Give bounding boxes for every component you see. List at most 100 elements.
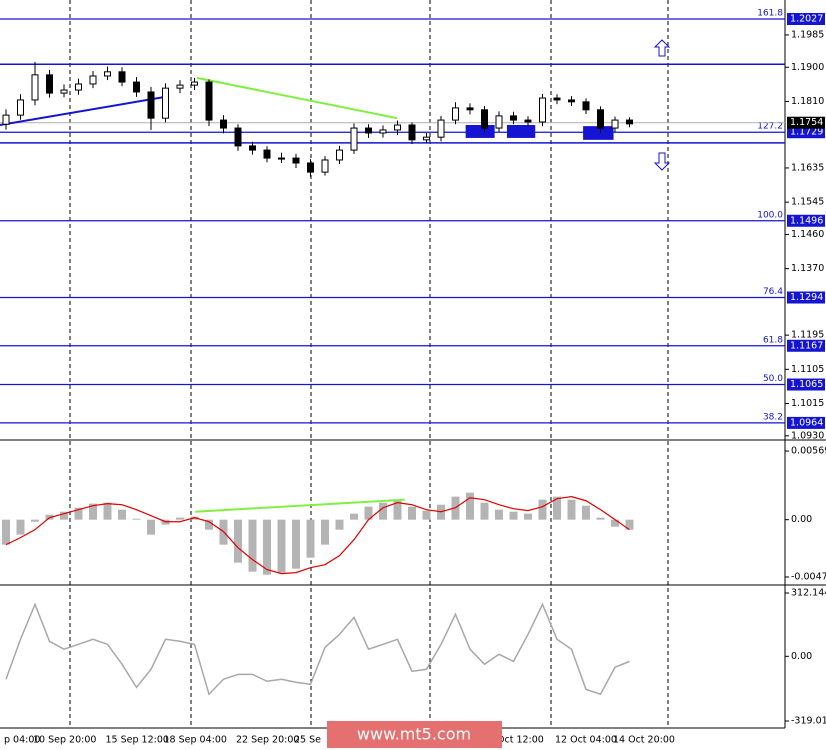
histogram-bar [553,496,561,520]
current-price-box [787,116,825,129]
fibo-ratio: 76.4 [763,287,783,297]
price-box-label: 1.2027 [790,13,823,24]
up-arrow [653,39,671,57]
candle-body [510,115,517,121]
watermark-box [327,721,502,748]
histogram-bar [596,517,605,520]
candle-body [336,149,343,161]
candle-body [220,119,227,129]
histogram-bar [292,519,300,569]
histogram-bar [103,502,112,520]
price-box-label: 1.1729 [790,127,823,138]
y-tick-label: 1.1105 [791,364,824,375]
histogram-bar [60,511,68,520]
candle-body [191,81,198,86]
candle-body [553,97,561,101]
zone [583,126,614,140]
histogram-bar [524,513,532,520]
x-tick-label: 22 Sep 20:00 [236,735,299,746]
down-arrow [653,152,671,171]
histogram-bar [582,505,590,520]
fibo-ratio: 38.2 [763,412,783,422]
candle-body [394,124,401,131]
histogram-bar [364,506,373,520]
histogram-bar [248,519,257,572]
candle-body [452,107,459,121]
y-tick-label: 1.1900 [791,62,824,73]
y-tick-label: 1.1460 [791,229,824,240]
histogram-bar [393,499,402,520]
y-tick-label: 1.1545 [791,197,824,208]
y-tick-label: 1.1015 [791,398,824,409]
candle-body [626,119,633,125]
histogram-bar [176,517,184,520]
time-separators [69,0,669,728]
histogram-bar [16,519,25,535]
zone [506,125,536,138]
histogram-bar [89,503,97,520]
histogram-bar [74,507,83,520]
histogram-bar [277,519,286,573]
histogram-bar [205,519,213,530]
histogram-bar [306,519,315,558]
price-box [787,378,825,391]
candle-body [495,115,503,129]
x-tick-label: 10 Sep 20:00 [33,735,96,746]
price-box [787,416,825,429]
y-tick-label: -0.00475 [791,571,826,582]
candle-body [611,119,619,129]
histogram-bar [509,511,518,520]
price-box-label: 1.1496 [790,215,823,226]
x-tick-label: 12 Oct 04:00 [555,735,617,746]
zone [465,125,495,138]
histogram-bar [538,499,547,520]
y-tick-label: 1.1635 [791,162,824,173]
candle-body [46,74,53,94]
histogram-bar [408,506,416,520]
candle-body [104,71,111,77]
candle-body [350,127,358,151]
price-box-label: 1.1167 [790,340,823,351]
fibo-ratio: 61.8 [763,335,783,345]
candle-body [379,129,387,134]
candle-body [437,119,445,138]
fibo-ratio: 127.2 [757,122,783,132]
x-tick-label: Oct 12:00 [497,735,544,746]
histogram-bar [611,519,619,527]
histogram-bar [466,492,474,520]
candle-body [89,75,97,85]
y-tick-label: -319.011 [791,716,826,727]
candle-body [31,74,39,101]
candle-body [60,89,68,94]
fibo-ratio: 161.8 [757,8,783,18]
candle-body [278,157,285,160]
candle-body [234,127,242,147]
candle-body [118,71,126,83]
histogram-bar [480,502,489,520]
price-box [787,339,825,352]
plot-layer: 1.1985 1.1900 1.1810 1.1635 1.1545 1.1460 1.13… [0,8,826,746]
y-tick-label: 0.00 [791,514,812,525]
candle-body [582,101,590,111]
histogram-bar [350,513,358,520]
fibo-ratio: 50.0 [763,374,783,384]
candle-body [162,87,169,119]
candle-body [423,136,430,141]
candle-body [17,99,24,116]
price-box [787,12,825,25]
trendline [0,95,166,126]
price-box-label: 1.1065 [790,379,823,390]
x-tick-label: 18 Sep 04:00 [164,735,227,746]
price-box [787,214,825,227]
histogram-bar [321,519,329,545]
candle-body [539,97,546,123]
current-price-label: 1.1754 [790,117,823,128]
y-tick-label: 1.1370 [791,263,824,274]
histogram-bar [147,519,155,535]
candle-body [205,81,213,121]
histogram-bar [132,518,141,520]
price-box-label: 1.1294 [790,292,823,303]
fibo-ratio: 100.0 [757,210,783,220]
y-tick-label: 0.00569 [791,446,826,457]
